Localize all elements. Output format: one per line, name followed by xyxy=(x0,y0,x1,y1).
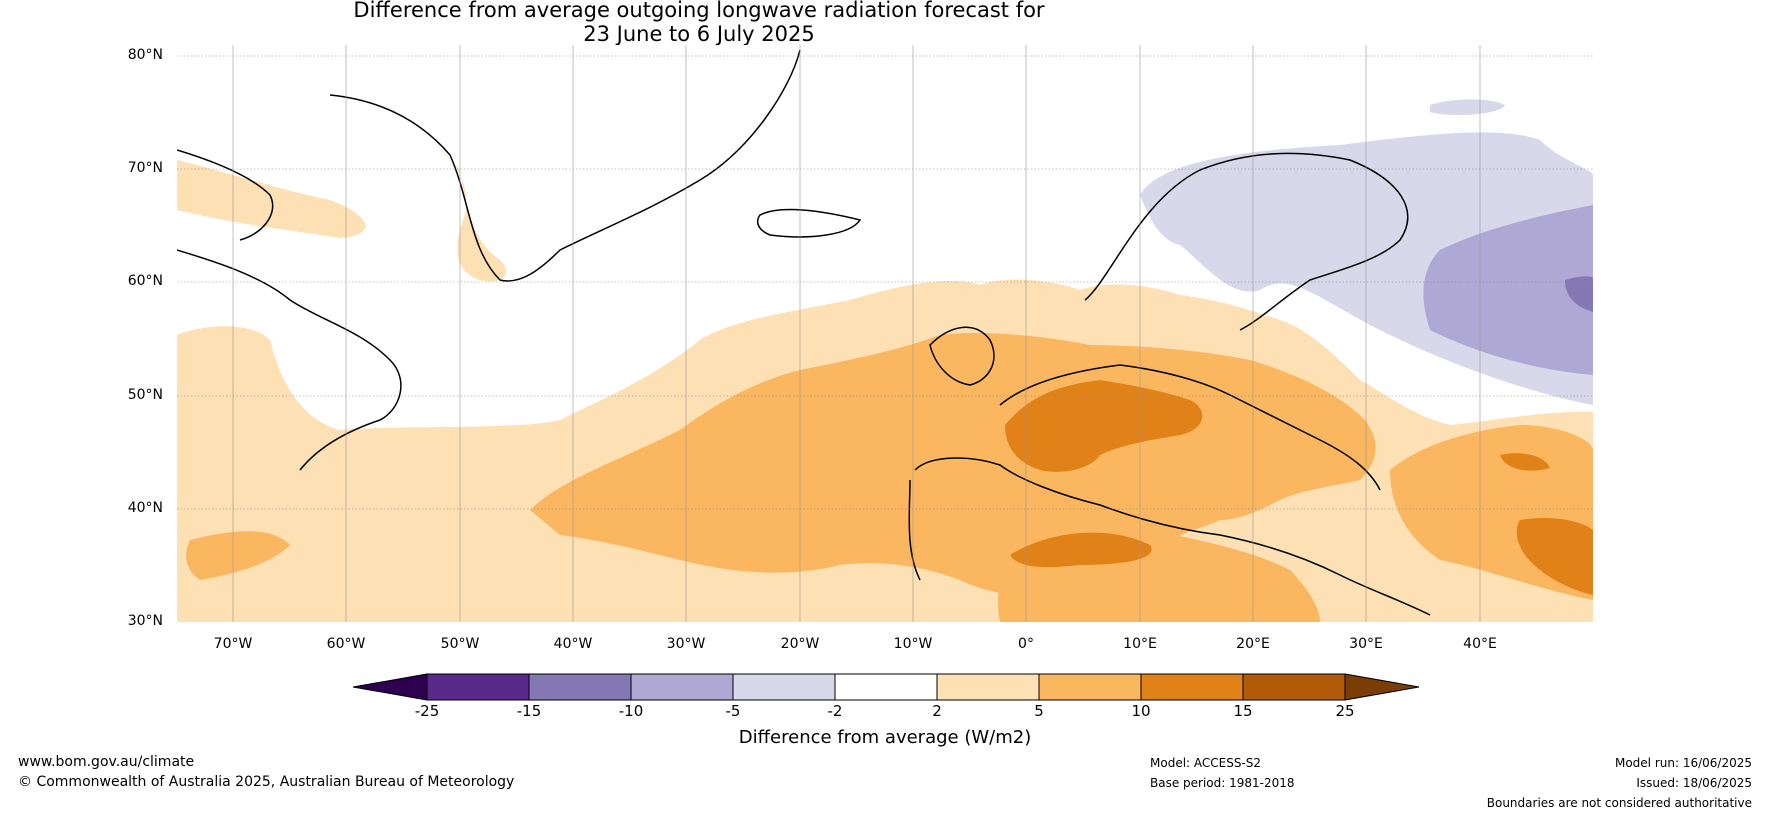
lat-label: 50°N xyxy=(127,387,163,403)
colorbar-segment xyxy=(1038,673,1142,701)
positive-anomaly-iran xyxy=(1516,518,1593,595)
colorbar-tick-label: 10 xyxy=(1131,702,1151,720)
lon-label: 20°E xyxy=(1236,636,1270,652)
lon-label: 10°E xyxy=(1123,636,1157,652)
colorbar-tick-label: 2 xyxy=(932,702,942,720)
positive-anomaly-greenland xyxy=(440,150,507,282)
colorbar-tick-label: -2 xyxy=(827,702,843,720)
colorbar-tick-label: -15 xyxy=(516,702,542,720)
lon-label: 40°W xyxy=(553,636,593,652)
positive-anomaly-wnatlantic-medium xyxy=(186,531,290,580)
gridlines xyxy=(177,55,1593,510)
negative-anomaly-north-sea xyxy=(1430,99,1505,116)
lon-label: 70°W xyxy=(213,636,253,652)
negative-anomaly-russia-core xyxy=(1565,276,1593,312)
lon-label: 30°E xyxy=(1349,636,1383,652)
colorbar-segment xyxy=(1140,673,1244,701)
model-text: Model: ACCESS-S2 xyxy=(1150,756,1262,770)
colorbar-extend-low xyxy=(352,673,428,701)
lat-label: 30°N xyxy=(127,613,163,629)
lon-label: 0° xyxy=(1018,636,1034,652)
colorbar-tick-label: 15 xyxy=(1233,702,1253,720)
lat-label: 60°N xyxy=(127,273,163,289)
title-line-1: Difference from average outgoing longwav… xyxy=(353,0,1045,22)
colorbar-segment xyxy=(834,673,938,701)
model-run-text: Model run: 16/06/2025 xyxy=(1614,756,1752,770)
colorbar xyxy=(352,673,1420,701)
lat-label: 40°N xyxy=(127,500,163,516)
colorbar-tick-label: 5 xyxy=(1034,702,1044,720)
title-line-2: 23 June to 6 July 2025 xyxy=(583,22,815,46)
positive-anomaly-western-europe xyxy=(1005,380,1203,472)
colorbar-segment xyxy=(936,673,1040,701)
disclaimer-text: Boundaries are not considered authoritat… xyxy=(1486,796,1752,810)
colorbar-tick-label: -25 xyxy=(414,702,440,720)
colorbar-tick-label: 25 xyxy=(1335,702,1355,720)
colorbar-tick-label: -5 xyxy=(725,702,741,720)
lat-label: 80°N xyxy=(127,47,163,63)
lon-label: 10°W xyxy=(893,636,933,652)
positive-anomaly-turkey xyxy=(1500,453,1550,471)
colorbar-segment xyxy=(528,673,632,701)
colorbar-title: Difference from average (W/m2) xyxy=(738,727,1032,748)
copyright-text: © Commonwealth of Australia 2025, Austra… xyxy=(18,774,515,790)
website-text: www.bom.gov.au/climate xyxy=(18,754,195,770)
lat-label: 70°N xyxy=(127,160,163,176)
colorbar-tick-label: -10 xyxy=(618,702,644,720)
colorbar-segment xyxy=(732,673,836,701)
coastlines xyxy=(177,49,1431,616)
lon-label: 20°W xyxy=(780,636,820,652)
lon-label: 60°W xyxy=(326,636,366,652)
issued-text: Issued: 18/06/2025 xyxy=(1636,776,1752,790)
colorbar-segment xyxy=(426,673,530,701)
lon-label: 40°E xyxy=(1463,636,1497,652)
chart-title: Difference from average outgoing longwav… xyxy=(0,0,1398,46)
colorbar-segment xyxy=(630,673,734,701)
colorbar-extend-high xyxy=(1344,673,1420,701)
lon-label: 30°W xyxy=(666,636,706,652)
positive-anomaly-north-africa xyxy=(1010,532,1152,568)
negative-anomaly-russia xyxy=(1423,205,1593,375)
lon-label: 50°W xyxy=(440,636,480,652)
base-period-text: Base period: 1981-2018 xyxy=(1150,776,1295,790)
colorbar-segment xyxy=(1242,673,1346,701)
